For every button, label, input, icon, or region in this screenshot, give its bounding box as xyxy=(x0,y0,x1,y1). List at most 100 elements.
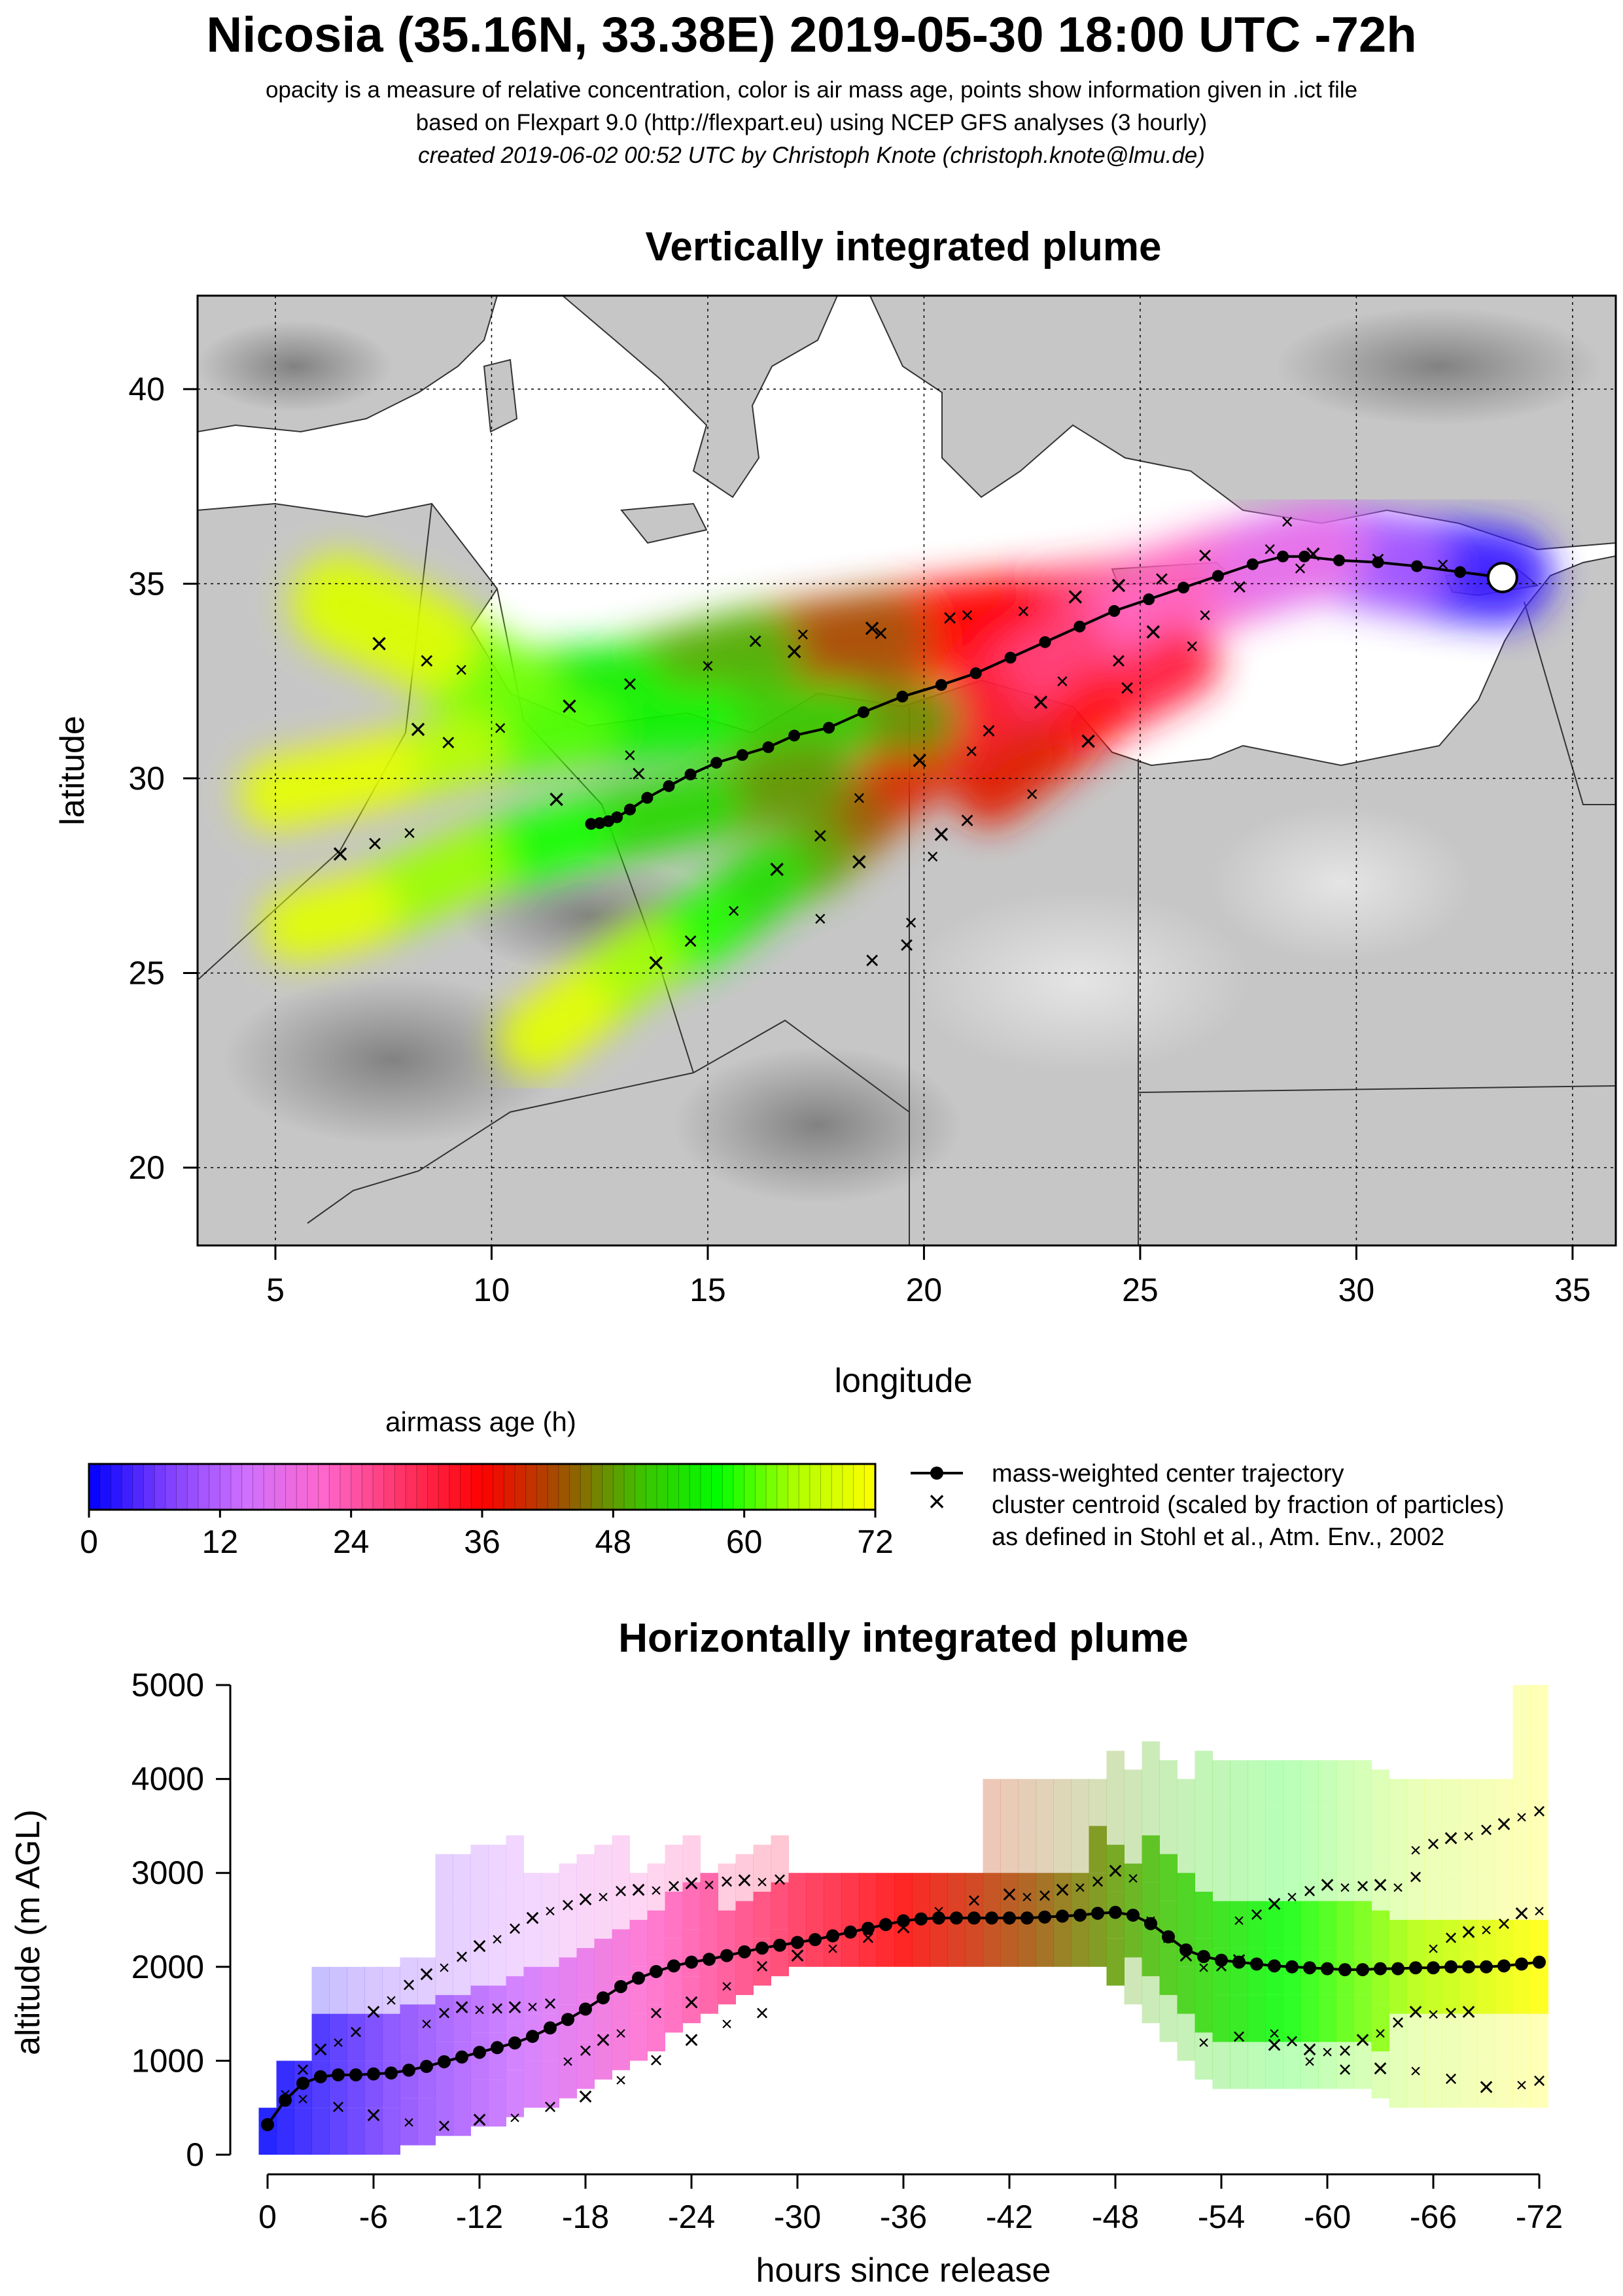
altitude-plume-cell xyxy=(488,2079,506,2127)
altitude-trajectory-point xyxy=(1021,1911,1034,1925)
colorbar-cell xyxy=(493,1463,505,1510)
altitude-plume-cell xyxy=(1495,2061,1513,2108)
altitude-plume-cell xyxy=(576,1854,595,1902)
altitude-centroid-mark: × xyxy=(1444,2000,1457,2026)
altitude-plume-cell xyxy=(470,1938,489,1986)
altitude-centroid-mark: × xyxy=(1372,1870,1389,1900)
altitude-trajectory-point xyxy=(1215,1953,1228,1967)
altitude-plume-cell xyxy=(612,1882,630,1930)
altitude-plume-cell xyxy=(1053,1826,1072,1873)
plume-segment xyxy=(291,554,476,691)
altitude-trajectory-point xyxy=(685,1955,698,1969)
map-centroid-mark: × xyxy=(911,743,928,777)
altitude-plume-cell xyxy=(1512,1779,1531,1826)
legend-label-reference: as defined in Stohl et al., Atm. Env., 2… xyxy=(992,1523,1444,1551)
altitude-trajectory-point xyxy=(1056,1909,1069,1923)
altitude-trajectory-point xyxy=(1091,1906,1104,1920)
altitude-plume-cell xyxy=(311,2108,330,2155)
altitude-plume-cell xyxy=(1000,1920,1019,1967)
altitude-centroid-mark: × xyxy=(1391,2009,1405,2036)
altitude-plume-cell xyxy=(435,1994,453,2042)
altitude-plume-cell xyxy=(417,2098,436,2146)
altitude-plume-cell xyxy=(1512,2013,1531,2061)
altitude-plume-cell xyxy=(1230,1854,1248,1902)
altitude-plume-cell xyxy=(1406,1826,1425,1873)
altitude-plume-cell xyxy=(1053,1920,1072,1967)
map-trajectory-point xyxy=(1333,554,1345,566)
legend-dot-symbol xyxy=(930,1467,943,1480)
altitude-plume-cell xyxy=(1371,1910,1389,1958)
altitude-plume-cell xyxy=(1336,1854,1354,1902)
altitude-plume-cell xyxy=(1424,1873,1442,1920)
colorbar-cell xyxy=(351,1463,363,1510)
colorbar-tick-label: 24 xyxy=(333,1523,370,1560)
map-x-axis: 5 10 15 20 25 30 35 xyxy=(266,1245,1591,1308)
altitude-centroid-mark: × xyxy=(597,1887,609,1908)
altitude-centroid-mark: × xyxy=(578,1883,594,1914)
altitude-centroid-mark: × xyxy=(543,2093,557,2120)
altitude-centroid-mark: × xyxy=(1408,1996,1424,2027)
colorbar-cell xyxy=(285,1463,298,1510)
altitude-trajectory-point xyxy=(579,2002,592,2016)
altitude-trajectory-point xyxy=(862,1921,875,1935)
altitude-centroid-mark: × xyxy=(455,1943,468,1970)
altitude-plume-cell xyxy=(453,1948,471,1995)
altitude-plume-cell xyxy=(400,2098,418,2146)
altitude-plume-cell xyxy=(1248,2042,1266,2089)
altitude-trajectory-point xyxy=(1197,1950,1210,1964)
colorbar-cell xyxy=(635,1463,647,1510)
altitude-trajectory-point xyxy=(809,1933,822,1947)
altitude-plume-cell xyxy=(1424,1779,1442,1826)
altitude-plume-cell xyxy=(364,2108,383,2155)
altitude-plume-cell xyxy=(1142,1929,1160,1977)
colorbar-cell xyxy=(219,1463,232,1510)
altitude-plume-cell xyxy=(1406,1920,1425,1967)
altitude-plume-cell xyxy=(1530,1685,1548,1732)
map-centroid-mark: × xyxy=(332,837,349,871)
colorbar-cell xyxy=(656,1463,669,1510)
altitude-trajectory-point xyxy=(1303,1961,1316,1975)
altitude-plume-cell xyxy=(824,1873,842,1920)
altitude-centroid-mark: × xyxy=(1444,1924,1457,1951)
colorbar-cell xyxy=(110,1463,123,1510)
altitude-plume-cell xyxy=(1124,1957,1142,2005)
altitude-centroid-mark: × xyxy=(1091,1868,1104,1895)
altitude-centroid-mark: × xyxy=(1338,2056,1352,2083)
altitude-plume-cell xyxy=(1406,1966,1425,2014)
altitude-plume-cell xyxy=(329,2013,347,2061)
altitude-plume-cell xyxy=(594,1891,612,1939)
altitude-plume-cell xyxy=(1230,1994,1248,2042)
altitude-plume-cell xyxy=(470,1891,489,1939)
colorbar-cell xyxy=(842,1463,854,1510)
altitude-centroid-mark: × xyxy=(296,2056,309,2083)
altitude-trajectory-point xyxy=(1109,1905,1122,1919)
altitude-trajectory-point xyxy=(385,2066,398,2080)
altitude-plume-cell xyxy=(1265,1807,1283,1854)
map-trajectory-point xyxy=(1004,652,1017,664)
altitude-trajectory-point xyxy=(544,2021,557,2035)
altitude-plume-cell xyxy=(1230,1760,1248,1807)
altitude-plume-cell xyxy=(453,1901,471,1949)
altitude-plume-cell xyxy=(1459,1826,1478,1873)
colorbar-cell xyxy=(700,1463,712,1510)
altitude-centroid-mark: × xyxy=(472,1930,488,1961)
altitude-xtick-label: -12 xyxy=(456,2199,503,2235)
altitude-plume-cell xyxy=(1389,1920,1407,1967)
altitude-plume-cell xyxy=(559,1863,577,1911)
altitude-plume-cell xyxy=(1018,1826,1036,1873)
altitude-centroid-mark: × xyxy=(721,2013,733,2035)
altitude-centroid-mark: × xyxy=(667,1873,680,1900)
altitude-plume-cell xyxy=(612,2023,630,2070)
altitude-plume-cell xyxy=(1159,1854,1178,1902)
subtitle-model: based on Flexpart 9.0 (http://flexpart.e… xyxy=(415,110,1208,135)
map-trajectory-point xyxy=(1039,636,1051,648)
map-centroid-mark: × xyxy=(814,907,827,931)
map-centroid-mark: × xyxy=(812,822,828,850)
altitude-plume-cell xyxy=(753,1891,771,1939)
altitude-plume-cell xyxy=(1106,1845,1125,1892)
altitude-centroid-mark: × xyxy=(1127,1868,1139,1889)
map-centroid-mark: × xyxy=(905,911,918,935)
altitude-centroid-mark: × xyxy=(1443,1822,1459,1853)
map-centroid-mark: × xyxy=(1144,615,1162,649)
map-centroid-mark: × xyxy=(410,712,427,746)
